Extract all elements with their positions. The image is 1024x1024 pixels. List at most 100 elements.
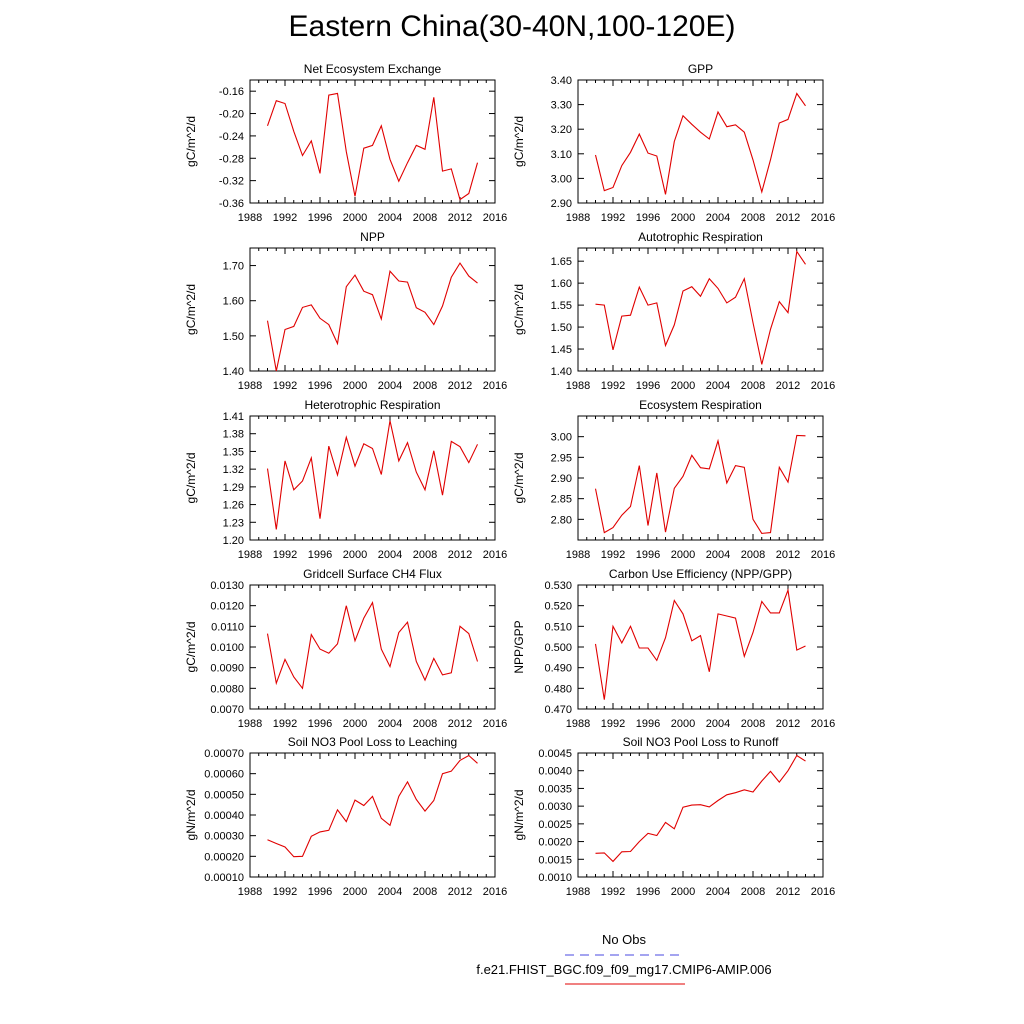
y-axis-label: gN/m^2/d: [184, 790, 198, 841]
x-tick-label: 1996: [636, 549, 660, 561]
y-tick-label: 0.490: [544, 663, 572, 675]
chart-title: Soil NO3 Pool Loss to Leaching: [288, 735, 457, 749]
y-tick-label: 3.20: [551, 124, 572, 136]
x-tick-label: 1992: [601, 212, 625, 224]
x-tick-label: 2004: [378, 549, 402, 561]
x-tick-label: 1988: [566, 718, 590, 730]
x-tick-label: 2008: [741, 718, 765, 730]
y-tick-label: 3.00: [551, 173, 572, 185]
y-tick-label: 1.40: [223, 366, 244, 378]
x-tick-label: 2000: [671, 212, 695, 224]
chart-panel-2: GPP gC/m^2/d 1988 1992 1996 2000 2004 2008 2012 2…: [512, 62, 835, 224]
y-tick-label: 1.50: [223, 331, 244, 343]
x-tick-label: 2016: [483, 212, 507, 224]
x-tick-label: 2004: [706, 886, 730, 898]
x-tick-label: 1992: [273, 212, 297, 224]
x-tick-label: 1988: [238, 886, 262, 898]
y-tick-label: 1.50: [551, 322, 572, 334]
y-tick-label: 0.510: [544, 621, 572, 633]
y-tick-label: 0.530: [544, 580, 572, 592]
y-tick-label: 0.00060: [204, 769, 244, 781]
y-tick-label: 1.55: [551, 300, 572, 312]
series-line: [266, 601, 479, 690]
y-tick-label: 3.10: [551, 149, 572, 161]
x-tick-label: 1992: [601, 549, 625, 561]
x-tick-label: 2008: [413, 380, 437, 392]
chart-panel-4: Autotrophic Respiration gC/m^2/d 1988 1992 1…: [512, 230, 835, 392]
x-tick-label: 2012: [776, 549, 800, 561]
x-tick-label: 1996: [636, 380, 660, 392]
series-line: [266, 420, 478, 530]
x-tick-label: 1988: [566, 212, 590, 224]
legend-lines: [565, 954, 685, 985]
x-tick-label: 2016: [811, 549, 835, 561]
chart-title: Net Ecosystem Exchange: [304, 62, 442, 76]
chart-panel-8: Carbon Use Efficiency (NPP/GPP) NPP/GPP 19…: [512, 567, 835, 730]
y-tick-label: -0.32: [219, 176, 244, 188]
x-tick-label: 2008: [741, 212, 765, 224]
x-tick-label: 2004: [706, 380, 730, 392]
x-tick-label: 2012: [776, 718, 800, 730]
y-tick-label: 1.20: [223, 535, 244, 547]
x-tick-label: 2008: [413, 212, 437, 224]
x-tick-label: 2016: [811, 380, 835, 392]
series-line: [595, 250, 806, 365]
y-tick-label: -0.36: [219, 198, 244, 210]
x-tick-label: 1996: [308, 549, 332, 561]
plot-frame: [577, 415, 824, 541]
chart-panel-9: Soil NO3 Pool Loss to Leaching gN/m^2/d 19…: [184, 735, 507, 898]
y-tick-label: 0.0070: [210, 704, 244, 716]
y-tick-label: -0.16: [219, 86, 244, 98]
y-tick-label: 3.30: [551, 100, 572, 112]
series-line: [266, 262, 478, 372]
x-tick-label: 2016: [811, 886, 835, 898]
y-tick-label: 1.38: [223, 429, 244, 441]
x-tick-label: 1996: [308, 718, 332, 730]
x-tick-label: 2000: [671, 380, 695, 392]
x-tick-label: 1996: [636, 718, 660, 730]
chart-title: Carbon Use Efficiency (NPP/GPP): [609, 567, 792, 581]
y-tick-label: 0.00010: [204, 872, 244, 884]
x-tick-label: 2000: [343, 380, 367, 392]
series-line: [594, 92, 806, 195]
x-tick-label: 2004: [378, 718, 402, 730]
y-tick-label: 1.29: [223, 482, 244, 494]
y-tick-label: -0.28: [219, 153, 244, 165]
y-tick-label: 0.0020: [538, 837, 572, 849]
y-tick-label: 0.0090: [210, 663, 244, 675]
y-tick-label: 0.470: [544, 704, 572, 716]
y-tick-label: 0.0030: [538, 801, 572, 813]
x-tick-label: 1988: [238, 718, 262, 730]
plot-frame: [249, 415, 496, 541]
x-tick-label: 2004: [378, 886, 402, 898]
x-tick-label: 2004: [378, 380, 402, 392]
y-tick-label: 1.40: [551, 366, 572, 378]
y-tick-label: 1.60: [223, 296, 244, 308]
x-tick-label: 1992: [601, 886, 625, 898]
chart-panel-7: Gridcell Surface CH4 Flux gC/m^2/d 1988 199…: [184, 567, 507, 730]
x-tick-label: 1988: [566, 380, 590, 392]
x-tick-label: 1996: [308, 380, 332, 392]
y-axis-label: gN/m^2/d: [512, 790, 526, 841]
y-tick-label: 0.0110: [211, 621, 244, 633]
y-tick-label: 0.0040: [538, 766, 572, 778]
x-tick-label: 2004: [378, 212, 402, 224]
y-tick-label: 0.00020: [204, 851, 244, 863]
x-tick-label: 2012: [776, 212, 800, 224]
y-tick-label: 0.0010: [538, 872, 572, 884]
y-tick-label: 0.0130: [210, 580, 244, 592]
x-tick-label: 1992: [601, 718, 625, 730]
x-tick-label: 2016: [483, 718, 507, 730]
y-tick-label: 0.0100: [210, 642, 244, 654]
y-tick-label: 0.0120: [210, 601, 244, 613]
x-tick-label: 2000: [671, 886, 695, 898]
y-tick-label: 1.60: [551, 278, 572, 290]
y-tick-label: 0.00070: [204, 748, 244, 760]
y-axis-label: gC/m^2/d: [184, 116, 198, 167]
x-tick-label: 2012: [448, 718, 472, 730]
y-tick-label: 0.0025: [538, 819, 572, 831]
y-tick-label: 2.95: [551, 452, 572, 464]
x-tick-label: 2008: [413, 718, 437, 730]
chart-title: Autotrophic Respiration: [638, 230, 763, 244]
